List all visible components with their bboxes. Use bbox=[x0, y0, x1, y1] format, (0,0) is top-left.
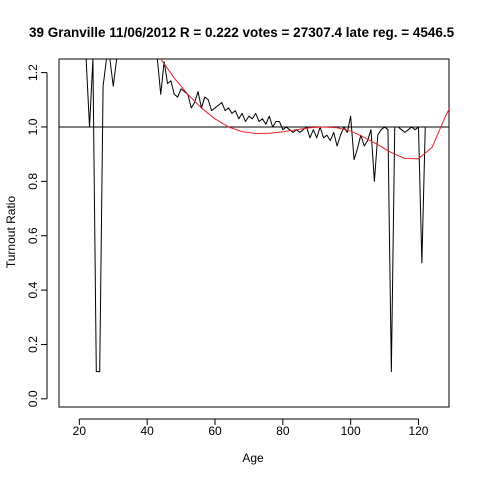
y-tick-label: 0.6 bbox=[26, 227, 40, 244]
x-tick-label: 80 bbox=[276, 424, 290, 438]
x-tick-label: 60 bbox=[208, 424, 222, 438]
y-tick-label: 0.8 bbox=[26, 173, 40, 190]
y-tick-label: 1.2 bbox=[26, 64, 40, 81]
y-axis-label: Turnout Ratio bbox=[4, 196, 18, 269]
y-tick-label: 1.0 bbox=[26, 118, 40, 135]
series-fit-curve bbox=[160, 59, 449, 160]
x-tick-label: 120 bbox=[408, 424, 428, 438]
x-tick-label: 20 bbox=[73, 424, 87, 438]
y-tick-label: 0.2 bbox=[26, 336, 40, 353]
y-tick-label: 0.4 bbox=[26, 281, 40, 298]
series-turnout-ratio-line bbox=[85, 59, 433, 373]
x-tick-label: 40 bbox=[140, 424, 154, 438]
plot-layer: 20 40 60 80 100 120 0.0 0.2 0.4 0.6 0.8 1.0 1.2 bbox=[26, 58, 450, 438]
plot-frame bbox=[58, 58, 450, 408]
x-tick-label: 100 bbox=[341, 424, 361, 438]
x-axis-label: Age bbox=[242, 451, 264, 465]
y-tick-label: 0.0 bbox=[26, 390, 40, 407]
chart-title: 39 Granville 11/06/2012 R = 0.222 votes … bbox=[29, 25, 455, 40]
